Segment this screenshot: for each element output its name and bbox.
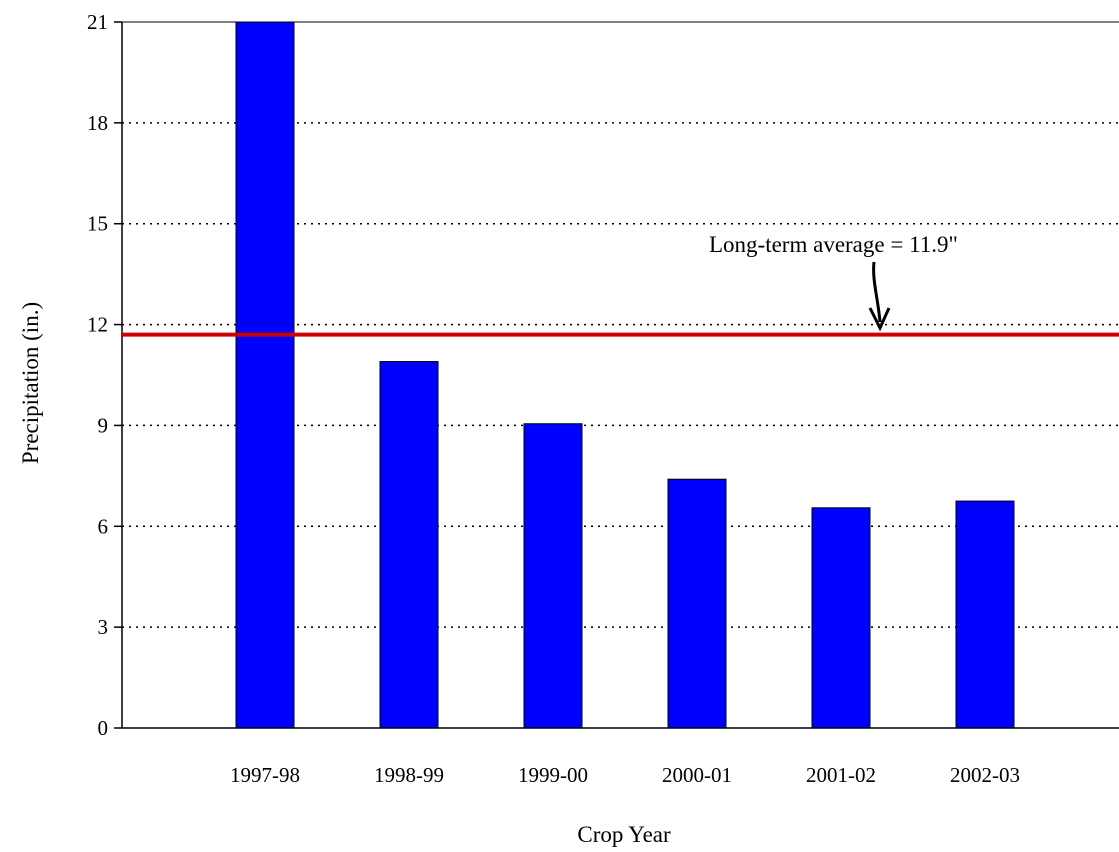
y-tick-label: 12	[87, 313, 108, 337]
bar	[811, 507, 871, 729]
bar	[235, 21, 295, 729]
y-tick-label: 3	[98, 615, 109, 639]
y-axis-title: Precipitation (in.)	[18, 302, 43, 464]
y-tick-label: 9	[98, 413, 109, 437]
y-tick-label: 0	[98, 716, 109, 740]
y-tick-label: 15	[87, 212, 108, 236]
y-tick-label: 6	[98, 514, 109, 538]
y-tick-labels: 0 3 6 9 12 15 18 21	[87, 10, 108, 740]
annotation-arrowhead-icon	[868, 307, 891, 332]
bar	[955, 500, 1015, 729]
y-tick-label: 21	[87, 10, 108, 34]
x-tick-labels: 1997-98 1998-99 1999-00 2000-01 2001-02 2002-…	[230, 763, 1020, 787]
gridlines	[114, 21, 1119, 729]
axes	[121, 21, 1119, 729]
y-tick-label: 18	[87, 111, 108, 135]
x-tick-label: 2002-03	[950, 763, 1020, 787]
x-tick-label: 2001-02	[806, 763, 876, 787]
x-axis-title: Crop Year	[577, 822, 671, 847]
average-annotation: Long-term average = 11.9"	[709, 232, 958, 257]
bar	[667, 478, 727, 729]
annotation-arrow-icon	[872, 261, 882, 323]
annotation-group: Long-term average = 11.9"	[709, 232, 958, 332]
x-tick-label: 1999-00	[518, 763, 588, 787]
x-tick-label: 1998-99	[374, 763, 444, 787]
x-tick-label: 1997-98	[230, 763, 300, 787]
x-tick-label: 2000-01	[662, 763, 732, 787]
bars	[235, 21, 1015, 729]
bar	[523, 423, 583, 729]
bar	[379, 361, 439, 729]
